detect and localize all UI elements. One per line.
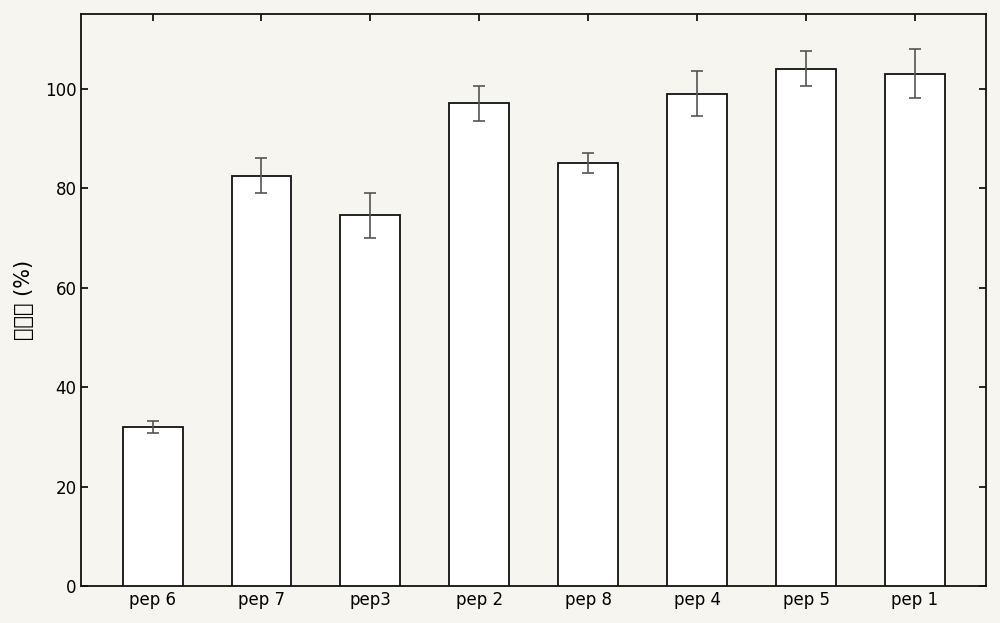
Bar (340, 216, 400, 586)
Bar (449, 103, 509, 586)
Y-axis label: 回收率 (%): 回收率 (%) (14, 260, 34, 340)
Bar (123, 427, 183, 586)
Bar (558, 163, 618, 586)
Bar (776, 69, 836, 586)
Bar (885, 74, 945, 586)
Bar (667, 93, 727, 586)
Bar (232, 176, 291, 586)
